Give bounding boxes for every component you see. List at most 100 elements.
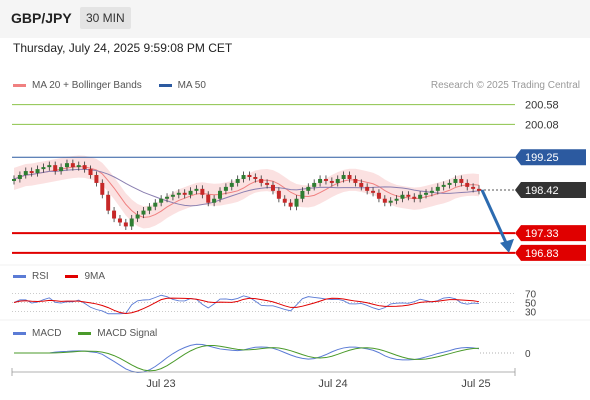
rsi-tick-30: 30: [525, 308, 537, 319]
macd-swatch: [13, 331, 26, 335]
candle-body: [123, 222, 128, 227]
level-label-200.08: 200.08: [525, 119, 559, 131]
candle-body: [29, 171, 34, 174]
candle-body: [265, 182, 270, 185]
macd-signal-swatch: [78, 331, 92, 335]
candle-body: [371, 190, 376, 193]
candle-body: [288, 202, 293, 207]
candle-body: [400, 194, 405, 199]
candle-body: [70, 163, 75, 168]
rsi-tick-50: 50: [525, 299, 537, 310]
candle-body: [471, 186, 476, 189]
candle-body: [459, 178, 464, 183]
candle-body: [312, 182, 317, 187]
candle-body: [100, 182, 105, 195]
rsi-ma-legend-label: 9MA: [84, 271, 106, 282]
rsi-tick-70: 70: [525, 290, 537, 301]
candle-body: [347, 175, 352, 179]
candle-body: [418, 194, 423, 199]
x-tick-label: Jul 23: [146, 378, 175, 390]
candle-body: [153, 202, 158, 207]
candle-body: [94, 175, 99, 183]
candle-body: [35, 169, 40, 174]
candle-body: [223, 186, 228, 191]
candle-body: [382, 198, 387, 203]
candle-body: [41, 167, 46, 170]
candle-body: [135, 214, 140, 219]
candle-body: [365, 186, 370, 191]
rsi-line: [13, 294, 480, 315]
candle-body: [117, 218, 122, 223]
rsi-legend: RSI 9MA: [13, 271, 119, 282]
forecast-arrowhead: [500, 238, 514, 253]
candle-body: [64, 163, 69, 168]
candle-body: [241, 175, 246, 179]
candle-body: [359, 182, 364, 187]
macd-legend: MACD MACD Signal: [13, 328, 171, 339]
candle-body: [323, 178, 328, 181]
candle-body: [82, 165, 87, 170]
candle-body: [465, 182, 470, 187]
candle-body: [112, 210, 117, 219]
research-credit: Research © 2025 Trading Central: [430, 80, 580, 91]
candle-body: [329, 180, 334, 183]
candle-body: [406, 194, 411, 197]
macd-legend-label: MACD: [32, 328, 62, 339]
candle-body: [182, 192, 187, 195]
candle-body: [200, 188, 205, 195]
candle-body: [306, 186, 311, 191]
chart-header: GBP/JPY 30 MIN: [0, 0, 590, 38]
candle-body: [282, 198, 287, 203]
candle-body: [206, 194, 211, 203]
x-tick-label: Jul 25: [461, 378, 490, 390]
rsi-ma-line: [13, 297, 480, 315]
chart-datetime: Thursday, July 24, 2025 9:59:08 PM CET: [13, 41, 233, 55]
symbol-label: GBP/JPY: [11, 10, 72, 26]
macd-zero-label: 0: [525, 349, 531, 360]
x-tick-label: Jul 24: [318, 378, 347, 390]
candle-body: [424, 192, 429, 195]
macd-line: [14, 343, 480, 373]
candle-body: [194, 188, 199, 191]
candle-body: [270, 184, 275, 191]
level-tag-197.33: [515, 225, 586, 242]
candle-body: [188, 190, 193, 195]
candle-body: [259, 178, 264, 183]
candle-body: [429, 190, 434, 193]
timeframe-button[interactable]: 30 MIN: [80, 7, 131, 29]
level-tag-199.25: [515, 149, 586, 166]
candle-body: [353, 178, 358, 183]
candle-body: [229, 182, 234, 187]
candle-body: [106, 194, 111, 211]
candle-body: [76, 165, 81, 168]
candle-body: [141, 210, 146, 215]
candle-body: [412, 196, 417, 199]
candle-body: [165, 196, 170, 199]
level-label-196.83: 196.83: [525, 248, 559, 260]
forecast-arrow: [480, 189, 509, 246]
level-label-199.25: 199.25: [525, 152, 559, 164]
candle-body: [59, 167, 64, 172]
level-tag-196.83: [515, 244, 586, 261]
candle-body: [147, 206, 152, 211]
rsi-swatch: [13, 274, 26, 278]
candle-body: [318, 178, 323, 183]
candle-body: [47, 165, 52, 168]
rsi-ma-swatch: [65, 274, 79, 278]
candle-body: [212, 198, 217, 203]
candle-body: [23, 171, 28, 176]
candle-body: [376, 192, 381, 199]
candle-body: [88, 169, 93, 176]
candle-body: [447, 182, 452, 185]
level-label-197.33: 197.33: [525, 228, 559, 240]
candle-body: [170, 194, 175, 197]
ma50-swatch: [158, 83, 172, 87]
candle-body: [159, 198, 164, 203]
candle-body: [388, 200, 393, 203]
macd-signal-legend-label: MACD Signal: [97, 328, 158, 339]
candle-body: [294, 198, 299, 207]
price-legend: MA 20 + Bollinger Bands MA 50: [13, 80, 220, 91]
candle-body: [129, 218, 134, 227]
ma20-swatch: [13, 83, 26, 87]
candle-body: [335, 178, 340, 183]
